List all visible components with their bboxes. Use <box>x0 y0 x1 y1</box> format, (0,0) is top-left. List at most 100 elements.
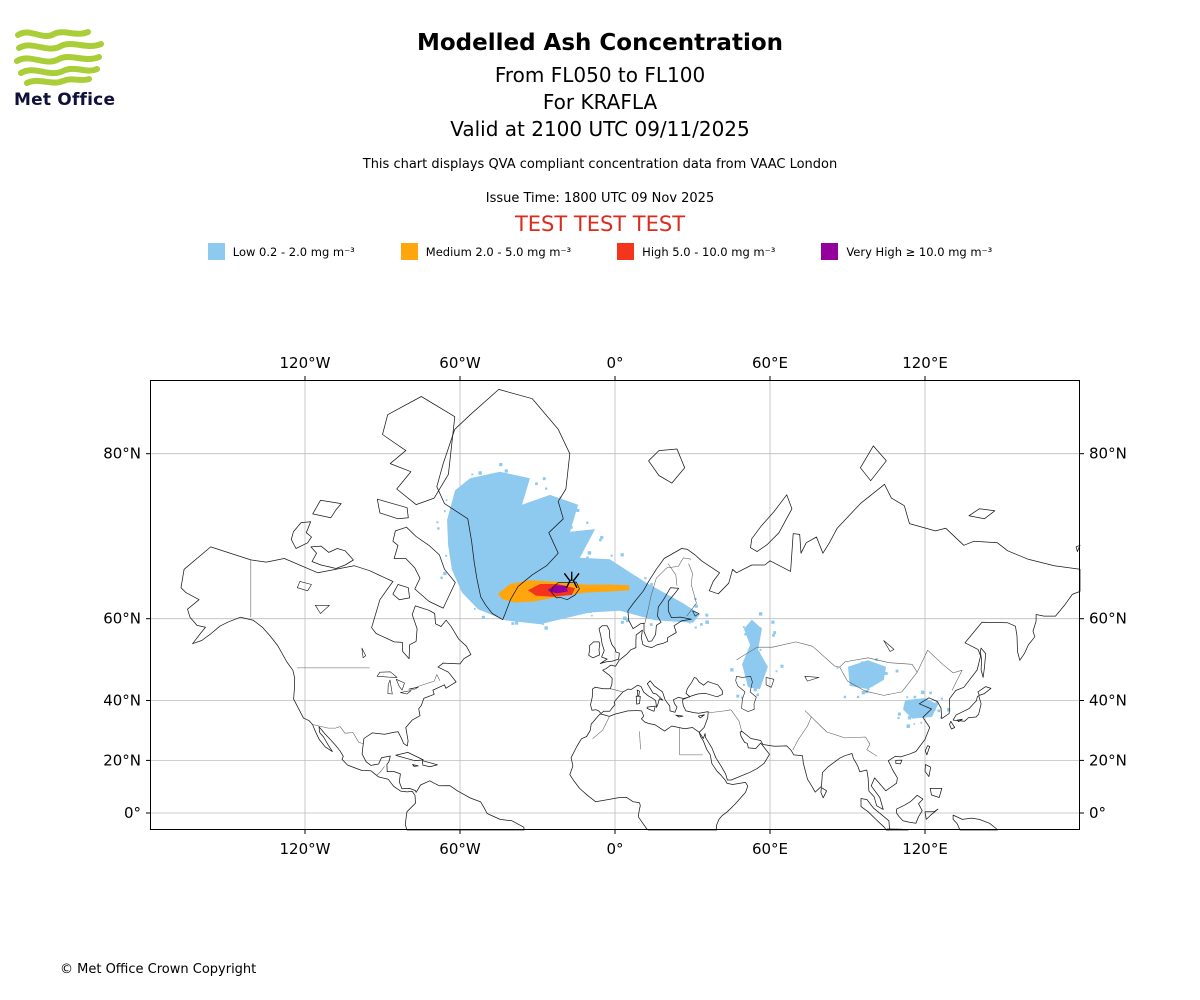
ash-speckle <box>575 539 578 542</box>
lat-tick-label-left: 20°N <box>103 751 141 769</box>
ash-speckle <box>644 577 647 580</box>
lake-baikal <box>883 640 895 652</box>
coastline-southampton-island <box>392 584 410 601</box>
ash-speckle <box>474 598 478 602</box>
legend-swatch-very-high <box>821 243 839 260</box>
coastline-melville-island <box>312 499 342 519</box>
ash-speckle <box>586 556 589 559</box>
ash-speckle <box>471 473 474 476</box>
legend-item-very-high: Very High ≥ 10.0 mg m⁻³ <box>821 243 992 260</box>
ash-speckle <box>756 640 758 643</box>
great-bear-lake <box>297 581 312 592</box>
lon-tick-label-bottom: 60°W <box>439 840 481 858</box>
coastline-victoria-island <box>310 545 354 569</box>
ash-speckle <box>758 651 761 654</box>
lake-winnipeg <box>361 647 366 659</box>
country-borders-layer <box>250 557 963 776</box>
ash-speckle <box>568 564 571 566</box>
coastline-hispaniola <box>422 760 438 768</box>
lon-tick-label-top: 60°E <box>752 354 788 372</box>
volcano-eruption-rays <box>564 571 580 582</box>
caspian-sea <box>735 676 757 712</box>
border-russia-china-amur <box>916 649 963 691</box>
ash-speckle <box>775 670 778 673</box>
legend: Low 0.2 - 2.0 mg m⁻³ Medium 2.0 - 5.0 mg… <box>0 243 1200 260</box>
ash-speckle <box>625 618 630 623</box>
ash-speckle <box>694 626 697 629</box>
lat-tick-label-right: 80°N <box>1089 445 1127 463</box>
lat-tick-label-right: 0° <box>1089 804 1106 822</box>
ash-speckle <box>576 508 580 512</box>
ash-speckle <box>554 613 557 616</box>
lake-huron <box>395 679 405 691</box>
lat-tick-label-right: 40°N <box>1089 692 1127 710</box>
ash-speckle <box>474 608 476 610</box>
ash-speckle <box>756 693 760 697</box>
coastline-honshu <box>952 695 982 722</box>
ash-speckle <box>771 620 775 624</box>
ash-speckle <box>780 664 784 668</box>
ash-speckle <box>676 600 679 604</box>
ash-speckle <box>632 585 635 588</box>
border-himalaya <box>804 710 878 757</box>
met-office-waves-icon <box>14 29 104 86</box>
ash-speckle <box>947 708 951 712</box>
ash-speckle <box>596 602 599 605</box>
ash-speckle <box>450 553 453 557</box>
coastline-ireland <box>588 641 601 659</box>
lat-tick-label-right: 60°N <box>1089 610 1127 628</box>
ash-speckle <box>929 691 932 695</box>
border-norway-sweden-finland <box>644 557 692 624</box>
ash-speckle <box>687 609 691 613</box>
coastline-borneo <box>896 794 924 824</box>
ash-speckle <box>857 668 861 671</box>
ash-speckle <box>744 633 747 636</box>
lat-tick-label-left: 0° <box>124 804 141 822</box>
ash-speckle <box>587 551 592 555</box>
coastline-severnaya-zemlya <box>860 445 887 482</box>
ash-speckle <box>440 576 443 579</box>
coastline-new-guinea <box>952 814 998 831</box>
ash-speckle <box>759 627 762 630</box>
coastline-sicily <box>646 705 656 712</box>
coastline-kyushu <box>949 720 956 730</box>
border-finland-russia <box>686 563 697 617</box>
coastline-eurasia <box>590 483 1081 810</box>
ash-speckle <box>504 469 508 473</box>
ash-speckle <box>567 609 570 612</box>
coastline-banks-island <box>290 521 312 549</box>
ash-region-patch-yellow-sea <box>903 698 938 719</box>
ash-speckle <box>750 663 754 667</box>
ash-speckle <box>742 626 745 628</box>
great-slave-lake <box>315 605 330 614</box>
ash-speckle <box>499 463 503 467</box>
ash-region-patch-altai <box>848 660 886 690</box>
coastlines-layer <box>180 389 1081 831</box>
coastline-sakhalin <box>979 647 987 678</box>
ash-speckle <box>756 633 759 637</box>
legend-label-low: Low 0.2 - 2.0 mg m⁻³ <box>232 244 355 259</box>
coastline-baffin-island <box>392 526 456 609</box>
ash-speckle <box>445 554 448 557</box>
lake-superior <box>376 671 398 678</box>
ash-speckle <box>542 477 546 481</box>
ash-speckle <box>914 705 916 708</box>
ash-region-patch-urals <box>742 619 768 690</box>
legend-swatch-medium <box>400 243 418 260</box>
border-us-mexico <box>312 724 364 745</box>
lake-ladoga <box>692 610 700 617</box>
ash-speckle <box>935 701 939 705</box>
lake-ontario <box>408 686 419 690</box>
ash-speckle <box>599 538 602 542</box>
lat-tick-label-right: 20°N <box>1089 751 1127 769</box>
ash-speckle <box>871 685 874 687</box>
border-iran-iraq <box>730 709 742 732</box>
ash-speckle <box>915 701 918 705</box>
lon-tick-label-bottom: 0° <box>606 840 623 858</box>
coastline-mindanao <box>929 788 943 798</box>
ash-speckle <box>913 723 916 725</box>
ash-speckle <box>649 623 653 626</box>
ash-speckle <box>620 620 624 624</box>
ash-speckle <box>705 613 709 617</box>
ash-speckle <box>457 560 460 563</box>
